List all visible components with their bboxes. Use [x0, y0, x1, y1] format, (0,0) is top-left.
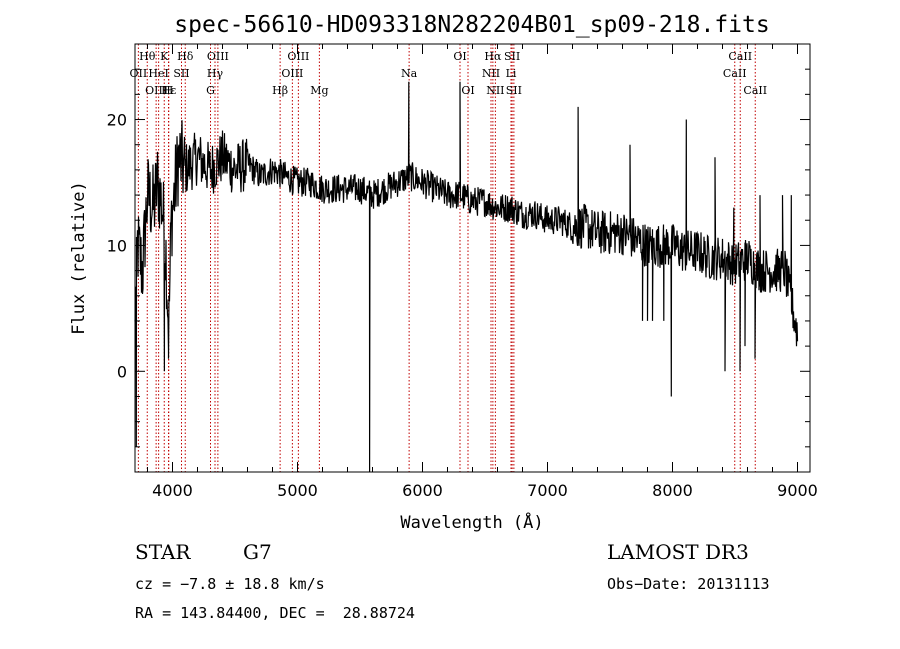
flux-series	[134, 81, 799, 473]
spectral-line-label: OI	[461, 84, 474, 97]
spectral-line-label: OII	[130, 67, 148, 80]
x-tick-label: 7000	[527, 481, 568, 500]
spectral-line-label: Hε	[161, 84, 177, 97]
subclass: G7	[243, 540, 272, 564]
chart-title: spec-56610-HD093318N282204B01_sp09-218.f…	[174, 12, 769, 38]
spectral-line-label: OIII	[207, 50, 229, 63]
y-tick-label: 0	[117, 362, 127, 381]
spectral-line-label: H	[164, 84, 174, 97]
spectral-line-label: OI	[453, 50, 466, 63]
x-tick-label: 4000	[152, 481, 193, 500]
spectral-line-label: Hβ	[272, 84, 288, 97]
x-axis: 4000 5000 6000 7000 8000 9000	[147, 44, 818, 500]
spectral-line-label: Hδ	[177, 50, 194, 63]
spectral-line-label: Hγ	[207, 67, 224, 80]
spectral-line-label: Li	[506, 67, 517, 80]
flux-line	[134, 81, 799, 473]
spectral-line-label: OIII	[281, 67, 303, 80]
x-tick-label: 9000	[777, 481, 818, 500]
y-axis-label: Flux (relative)	[69, 181, 89, 335]
spectral-line-label: CaII	[728, 50, 752, 63]
spectral-line-label: HeI	[148, 67, 168, 80]
x-axis-label: Wavelength (Å)	[400, 511, 543, 533]
redshift-velocity: cz = −7.8 ± 18.8 km/s	[135, 575, 325, 593]
spectral-line-label: Hθ	[139, 50, 156, 63]
spectral-line-label: CaII	[743, 84, 767, 97]
observation-date: Obs−Date: 20131113	[607, 575, 770, 593]
y-axis: 0 10 20	[107, 68, 810, 448]
spectral-line-label: OIII	[287, 50, 309, 63]
spectral-line-label: NII	[482, 67, 500, 80]
x-tick-label: 8000	[652, 481, 693, 500]
spectral-line-label: G	[206, 84, 215, 97]
y-tick-label: 20	[107, 111, 127, 130]
spectral-line-label: Na	[401, 67, 418, 80]
spectral-line-label: OIII	[145, 84, 167, 97]
spectral-line-label: NII	[486, 84, 504, 97]
survey-name: LAMOST DR3	[607, 540, 749, 564]
x-tick-label: 5000	[277, 481, 318, 500]
spectral-line-labels: Hθ OII OIII K HεH HeI SII Hδ OIII Hγ G Hβ OIII OIII Mg…	[130, 50, 768, 97]
spectral-line-label: CaII	[723, 67, 747, 80]
y-tick-label: 10	[107, 236, 127, 255]
spectral-line-label: K	[160, 50, 169, 63]
spectral-line-label: Hα	[484, 50, 502, 63]
object-class: STAR	[135, 540, 191, 564]
spectral-line-label: Mg	[310, 84, 328, 97]
x-tick-label: 6000	[402, 481, 443, 500]
spectral-line-label: SII	[173, 67, 189, 80]
spectral-line-label: SII	[504, 50, 520, 63]
coordinates: RA = 143.84400, DEC = 28.88724	[135, 604, 415, 622]
spectral-line-label: SII	[506, 84, 522, 97]
